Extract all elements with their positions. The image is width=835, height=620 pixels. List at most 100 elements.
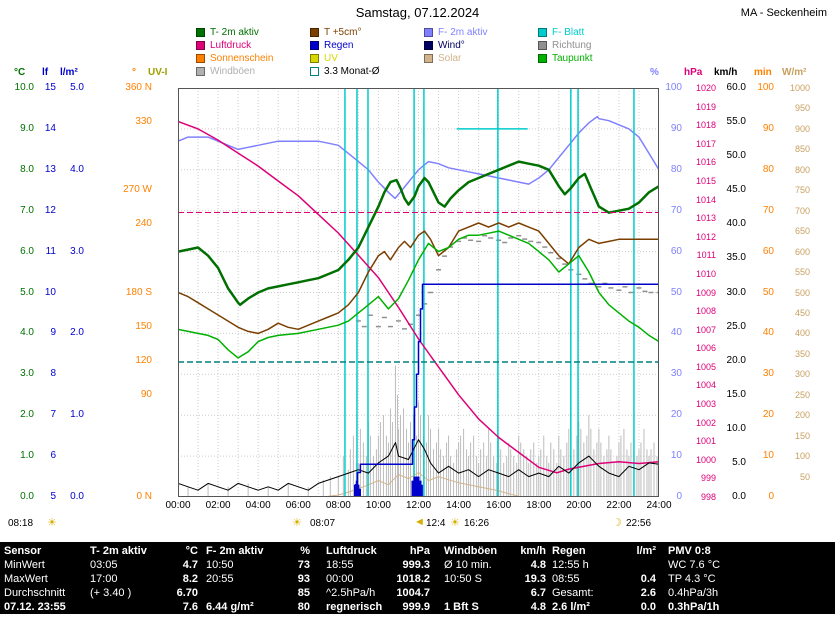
x-tick-label: 12:00: [405, 500, 432, 511]
axis-tick-label-hpa: 1005: [695, 361, 716, 372]
plot-area: [178, 88, 659, 497]
series-regen-rate: [415, 476, 418, 497]
x-tick-label: 02:00: [205, 500, 231, 511]
axis-tick-label-hpa: 998: [700, 492, 716, 502]
legend-item-label: Regen: [324, 40, 354, 51]
table-cell-label: 00:00: [326, 573, 354, 585]
table-header-cell: T- 2m aktiv °C: [90, 545, 198, 558]
table-cell: 10:50 S 19.3: [444, 573, 546, 586]
table-cell: Ø 10 min. 4.8: [444, 559, 546, 572]
axis-tick-label-kmh: 5.0: [732, 456, 746, 468]
table-cell-label: Gesamt:: [552, 587, 594, 599]
axis-tick-label-pct: 60: [670, 245, 682, 257]
axis-tick-label-hpa: 999: [700, 473, 716, 484]
sun-icon: ☀: [292, 517, 302, 529]
axis-tick-label-temp-c: 9.0: [20, 122, 34, 134]
table-cell-label: 10:50 S: [444, 573, 482, 585]
axis-unit-label: UV-I: [148, 67, 168, 78]
axis-tick-label-lf: 11: [45, 245, 56, 257]
table-cell-value: 85: [297, 587, 310, 599]
table-row-label: 07.12. 23:55: [4, 601, 66, 613]
table-cell: regnerisch 999.9: [326, 601, 430, 614]
table-cell-label: 20:55: [206, 573, 234, 585]
axis-unit-label: °: [132, 67, 136, 78]
table-cell-value: 93: [297, 573, 310, 585]
legend-item-label: F- 2m aktiv: [438, 27, 488, 38]
series-regen-rate: [419, 480, 422, 497]
table-header-label: PMV 0:8: [668, 545, 711, 557]
axis-tick-label-lf: 9: [50, 327, 56, 339]
table-cell: 17:00 8.2: [90, 573, 198, 586]
axis-unit-label: min: [754, 67, 772, 78]
table-cell-label: 12:55 h: [552, 559, 589, 571]
table-cell-value: 2.6: [640, 587, 656, 599]
table-cell: 20:55 93: [206, 573, 310, 586]
axis-tick-label-min: 0: [768, 491, 774, 502]
stats-table: Sensor MinWert MaxWert Durchschnitt 07.12. 2…: [0, 542, 835, 614]
axis-tick-label-temp-c: 6.0: [20, 245, 34, 257]
table-cell-label: 17:00: [90, 573, 118, 585]
axis-tick-label-pct: 50: [670, 286, 682, 298]
table-header-unit: %: [300, 545, 310, 557]
axis-tick-label-lf: 14: [44, 122, 56, 134]
axis-tick-label-pct: 100: [665, 82, 682, 93]
axis-tick-label-min: 90: [762, 122, 774, 134]
series-solar: [328, 472, 529, 497]
axis-tick-label-dir: 180 S: [125, 286, 152, 298]
moon-icon: ☽: [612, 517, 622, 529]
table-cell: ^2.5hPa/h 1004.7: [326, 587, 430, 600]
series-t5cm: [178, 222, 659, 335]
x-tick-label: 22:00: [606, 500, 632, 511]
legend-swatch: [538, 54, 547, 63]
axis-tick-label-wm2: 450: [794, 307, 810, 318]
axis-tick-label-hpa: 1009: [695, 287, 716, 298]
axis-tick-label-pct: 70: [670, 204, 682, 216]
legend-swatch: [196, 28, 205, 37]
series-regen-rate: [417, 476, 420, 497]
table-cell: 85: [206, 587, 310, 600]
axis-tick-label-lf: 10: [44, 286, 56, 298]
axis-tick-label-lm2: 1.0: [70, 409, 84, 421]
legend-swatch: [310, 41, 319, 50]
axis-unit-label: l/m²: [60, 67, 78, 78]
legend-swatch: [424, 54, 433, 63]
axis-tick-label-min: 20: [762, 409, 774, 421]
axis-tick-label-hpa: 1014: [695, 194, 716, 205]
axis-tick-label-wm2: 900: [794, 123, 810, 134]
table-cell-label: Ø 10 min.: [444, 559, 492, 571]
axis-tick-label-temp-c: 3.0: [20, 368, 34, 380]
axis-tick-label-wm2: 100: [794, 451, 810, 462]
table-cell: 6.44 g/m² 80: [206, 601, 310, 614]
legend-swatch: [424, 28, 433, 37]
axis-tick-label-hpa: 1015: [695, 175, 716, 186]
table-header-unit: km/h: [520, 545, 546, 557]
axis-tick-label-hpa: 1000: [695, 454, 716, 465]
axis-tick-label-min: 10: [762, 450, 774, 462]
axis-tick-label-pct: 10: [670, 450, 682, 462]
axis-tick-label-wm2: 300: [794, 369, 810, 380]
axis-tick-label-kmh: 0.0: [732, 491, 746, 502]
axis-tick-label-dir: 270 W: [123, 184, 152, 196]
sun-time-label: 08:07: [310, 518, 336, 529]
table-cell: 08:55 0.4: [552, 573, 656, 586]
table-cell-label: 0.3hPa/1h: [668, 601, 720, 613]
x-tick-label: 06:00: [285, 500, 311, 511]
x-tick-label: 24:00: [646, 500, 672, 511]
axis-unit-label: hPa: [684, 67, 703, 78]
axis-tick-label-lf: 5: [50, 491, 56, 502]
table-cell-value: 6.70: [176, 587, 198, 599]
table-cell-value: 73: [297, 559, 310, 571]
axis-tick-label-wm2: 150: [794, 430, 810, 441]
table-cell-label: 03:05: [90, 559, 118, 571]
axis-tick-label-wm2: 350: [794, 348, 810, 359]
table-cell-label: 2.6 l/m²: [552, 601, 590, 613]
axis-tick-label-hpa: 1011: [696, 250, 716, 261]
table-header-label: Windböen: [444, 545, 498, 557]
axis-tick-label-hpa: 1018: [695, 120, 716, 131]
axis-tick-label-wm2: 950: [794, 103, 810, 114]
legend-item-label: T- 2m aktiv: [210, 27, 259, 38]
axis-tick-label-hpa: 1019: [695, 101, 716, 112]
table-row-label: MinWert: [4, 559, 45, 571]
table-cell: 0.3hPa/1h: [668, 601, 830, 614]
plot-frame: [178, 88, 659, 497]
